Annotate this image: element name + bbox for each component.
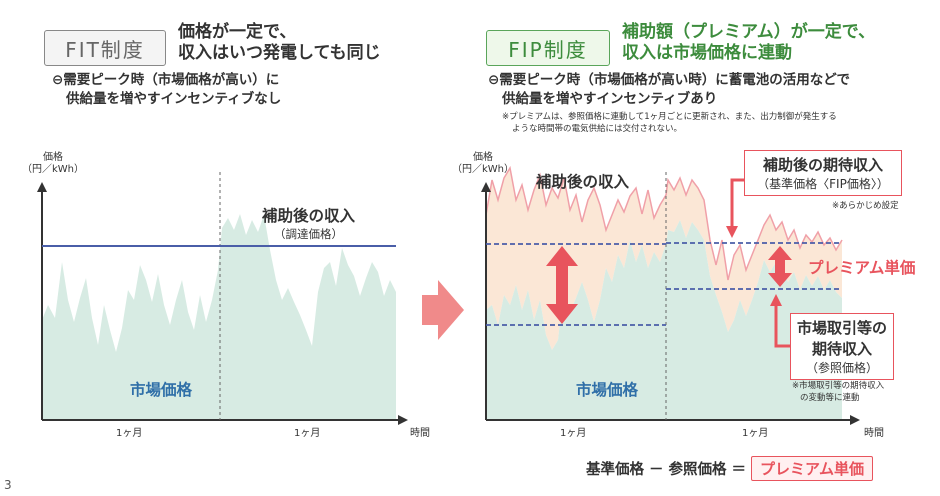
fip-expected-income-box: 補助後の期待収入 （基準価格〈FIP価格〉） <box>744 150 902 196</box>
fip-y-axis-label: 価格 （円／kWh） <box>452 152 515 175</box>
premium-formula: 基準価格 － 参照価格 ＝ プレミアム単価 <box>586 456 873 481</box>
fip-heading: 補助額（プレミアム）が一定で、 収入は市場価格に連動 <box>622 22 876 63</box>
fip-badge: FIP制度 <box>486 30 610 66</box>
formula-minus: － <box>649 462 664 478</box>
page-number: 3 <box>4 478 12 492</box>
fit-market-price-label: 市場価格 <box>130 381 193 399</box>
formula-base-price: 基準価格 <box>586 462 644 478</box>
fip-x-axis-arrow <box>850 415 860 425</box>
fip-premium-note: ※プレミアムは、参照価格に連動して1ヶ月ごとに更新され、また、出力制御が発生する… <box>502 112 837 134</box>
fip-income-label: 補助後の収入 <box>536 173 630 191</box>
transition-arrow <box>422 280 464 340</box>
fip-market-price-label: 市場価格 <box>576 381 639 399</box>
fip-x-axis-label: 時間 <box>864 428 884 439</box>
fit-heading: 価格が一定で、 収入はいつ発電しても同じ <box>178 22 381 63</box>
fip-month2-label: 1ヶ月 <box>742 428 769 439</box>
reference-callout-arrow <box>774 304 790 348</box>
fip-preset-note: ※あらかじめ設定 <box>832 201 899 211</box>
fip-y-axis-arrow <box>481 182 491 192</box>
fip-reference-price-box: 市場取引等の 期待収入 （参照価格） <box>790 313 894 380</box>
fit-month2-label: 1ヶ月 <box>294 428 321 439</box>
fit-x-axis-label: 時間 <box>410 428 430 439</box>
formula-reference-price: 参照価格 <box>668 462 727 478</box>
fit-badge: FIT制度 <box>44 30 166 66</box>
formula-equals: ＝ <box>731 462 747 478</box>
formula-premium-result: プレミアム単価 <box>751 456 873 481</box>
fit-month1-label: 1ヶ月 <box>116 428 143 439</box>
fit-market-area <box>42 214 396 420</box>
fit-y-axis-arrow <box>37 182 47 192</box>
fip-premium-label: プレミアム単価 <box>808 259 916 277</box>
premium-double-arrow-month2 <box>768 246 792 287</box>
fit-purchase-price-label: 補助後の収入 （調達価格） <box>262 207 356 241</box>
fip-reference-note: ※市場取引等の期待収入 の変動等に連動 <box>792 381 885 403</box>
premium-double-arrow-month1 <box>546 246 578 324</box>
fit-subtext: ⊖需要ピーク時（市場価格が高い）に 供給量を増やすインセンティブなし <box>52 72 282 107</box>
fit-x-axis-arrow <box>398 415 408 425</box>
fip-subtext: ⊖需要ピーク時（市場価格が高い時）に蓄電池の活用などで 供給量を増やすインセンテ… <box>488 72 851 107</box>
expected-income-callout-arrow <box>730 178 744 228</box>
fip-income-line <box>485 165 843 281</box>
fip-premium-area <box>486 168 842 350</box>
fip-market-area <box>486 220 842 420</box>
fit-y-axis-label: 価格 （円／kWh） <box>22 152 85 175</box>
fip-month1-label: 1ヶ月 <box>560 428 587 439</box>
